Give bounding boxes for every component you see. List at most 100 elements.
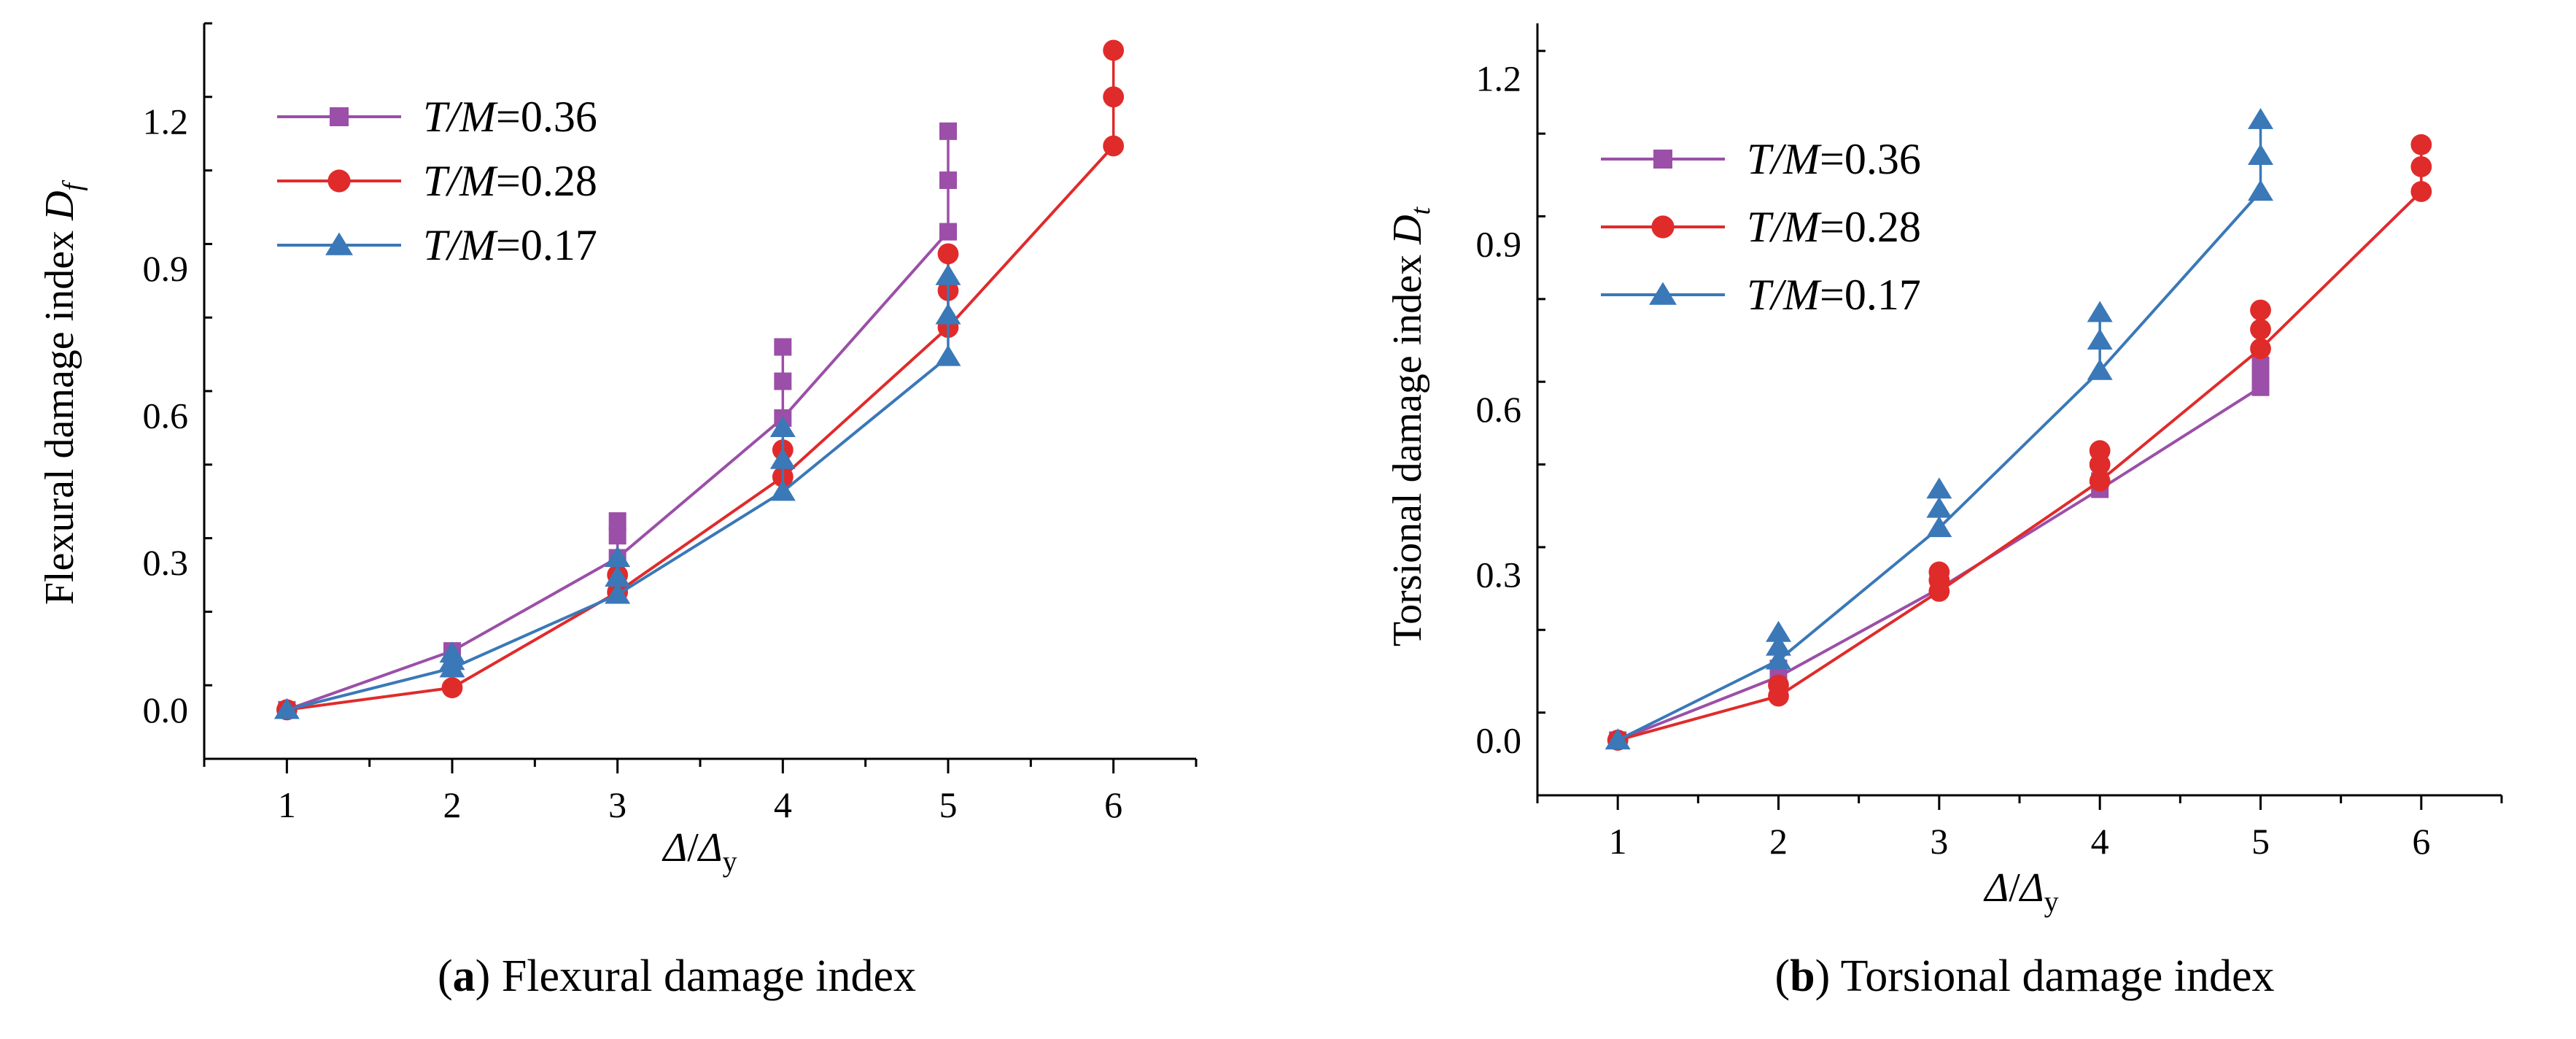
data-point-square	[2251, 356, 2270, 374]
caption-a: (a) Flexural damage index	[438, 951, 916, 1001]
y-tick-label: 0.3	[143, 542, 189, 583]
y-tick-label: 1.2	[143, 101, 189, 142]
data-point-circle	[1103, 86, 1125, 108]
data-point-circle	[1928, 561, 1950, 583]
y-tick-label: 0.9	[1476, 223, 1522, 264]
data-point-triangle	[605, 546, 631, 568]
y-axis-label: Flexural damage index Df	[37, 179, 88, 605]
data-point-circle	[2250, 319, 2271, 340]
y-tick-label: 0.3	[1476, 555, 1522, 595]
legend-marker-square	[330, 107, 349, 126]
data-point-square	[608, 512, 626, 530]
x-tick-label: 6	[2412, 821, 2430, 862]
data-point-square	[939, 171, 957, 190]
x-tick-label: 1	[1609, 821, 1627, 862]
x-tick-label: 6	[1104, 784, 1122, 825]
legend-entry-label: T/M=0.28	[1747, 203, 1921, 251]
data-point-triangle	[1766, 648, 1791, 670]
legend-entry-label: T/M=0.17	[1747, 271, 1921, 319]
series-line	[1617, 190, 2262, 742]
series-square	[1609, 356, 2270, 749]
data-point-triangle	[2248, 144, 2273, 166]
data-point-triangle	[1926, 496, 1952, 518]
data-point-triangle	[1605, 728, 1631, 750]
legend-entry-label: T/M=0.28	[423, 157, 597, 205]
data-point-triangle	[2087, 328, 2113, 350]
caption-b: (b) Torsional damage index	[1775, 951, 2275, 1001]
series-circle	[276, 39, 1125, 721]
legend-marker-circle	[327, 169, 351, 193]
data-point-triangle	[2248, 108, 2273, 129]
data-point-triangle	[1766, 620, 1791, 642]
x-tick-label: 4	[774, 784, 792, 825]
x-tick-label: 3	[1930, 821, 1948, 862]
x-axis-label: Δ/Δy	[1983, 865, 2058, 918]
y-tick-label: 0.9	[143, 248, 189, 289]
data-point-circle	[441, 677, 463, 698]
data-point-circle	[2250, 299, 2271, 321]
series-line	[1617, 190, 2423, 742]
data-point-triangle	[2248, 179, 2273, 201]
series-circle	[1607, 134, 2432, 751]
data-point-triangle	[1926, 516, 1952, 538]
data-point-triangle	[2087, 358, 2113, 380]
data-point-circle	[2410, 156, 2432, 177]
data-point-triangle	[769, 416, 796, 438]
data-point-triangle	[1766, 634, 1791, 656]
data-point-circle	[2089, 470, 2111, 492]
data-point-triangle	[2087, 301, 2113, 322]
series-line	[287, 144, 1115, 711]
data-point-circle	[1103, 135, 1125, 157]
data-point-circle	[2250, 338, 2271, 360]
legend-entry-label: T/M=0.17	[423, 221, 597, 269]
series-line	[286, 231, 950, 711]
data-point-circle	[937, 243, 959, 265]
y-tick-label: 0.0	[1476, 719, 1522, 760]
x-tick-label: 2	[443, 784, 462, 825]
data-point-square	[608, 527, 626, 545]
data-point-square	[939, 223, 957, 241]
data-point-triangle	[935, 344, 961, 366]
legend-marker-triangle	[325, 232, 353, 255]
series-square	[278, 122, 957, 719]
x-tick-label: 5	[2251, 821, 2270, 862]
data-point-circle	[2410, 181, 2432, 202]
data-point-triangle	[769, 479, 796, 501]
legend: T/M=0.36 T/M=0.28 T/M=0.17	[1601, 135, 1921, 319]
data-point-circle	[2089, 440, 2111, 462]
panel-a-flexural-damage-chart: 0.0 0.3 0.6 0.9 1.2 1 2 3 4 5 6 Flexural damage ind…	[37, 22, 1198, 878]
data-point-circle	[2410, 134, 2432, 155]
data-point-triangle	[605, 582, 631, 604]
data-point-triangle	[273, 698, 300, 719]
data-point-circle	[1768, 674, 1789, 696]
series-triangle	[1605, 108, 2273, 750]
data-point-square	[939, 122, 957, 140]
y-tick-label: 0.6	[143, 395, 189, 436]
legend-entry-label: T/M=0.36	[423, 93, 597, 141]
x-tick-label: 2	[1769, 821, 1788, 862]
panel-b-torsional-damage-chart: 0.0 0.3 0.6 0.9 1.2 1 2 3 4 5 6 Torsional damage in…	[1385, 23, 2503, 918]
data-point-square	[774, 338, 792, 356]
legend-marker-circle	[1651, 215, 1675, 239]
data-point-triangle	[605, 565, 631, 587]
y-tick-label: 0.0	[143, 690, 189, 730]
y-tick-label: 0.6	[1476, 389, 1522, 430]
data-point-triangle	[1926, 477, 1952, 499]
legend: T/M=0.36 T/M=0.28 T/M=0.17	[277, 93, 597, 269]
y-tick-label: 1.2	[1476, 58, 1522, 99]
legend-marker-square	[1653, 150, 1672, 169]
x-tick-label: 1	[278, 784, 296, 825]
x-axis-label: Δ/Δy	[662, 825, 737, 878]
data-point-triangle	[935, 303, 961, 325]
data-point-triangle	[769, 447, 796, 469]
x-tick-label: 4	[2091, 821, 2109, 862]
x-tick-label: 5	[939, 784, 958, 825]
x-tick-label: 3	[608, 784, 626, 825]
data-point-triangle	[439, 641, 465, 663]
data-point-triangle	[935, 263, 961, 285]
data-point-circle	[1103, 39, 1125, 61]
series-triangle	[273, 263, 961, 719]
legend-marker-triangle	[1649, 282, 1677, 305]
data-point-square	[774, 372, 792, 390]
